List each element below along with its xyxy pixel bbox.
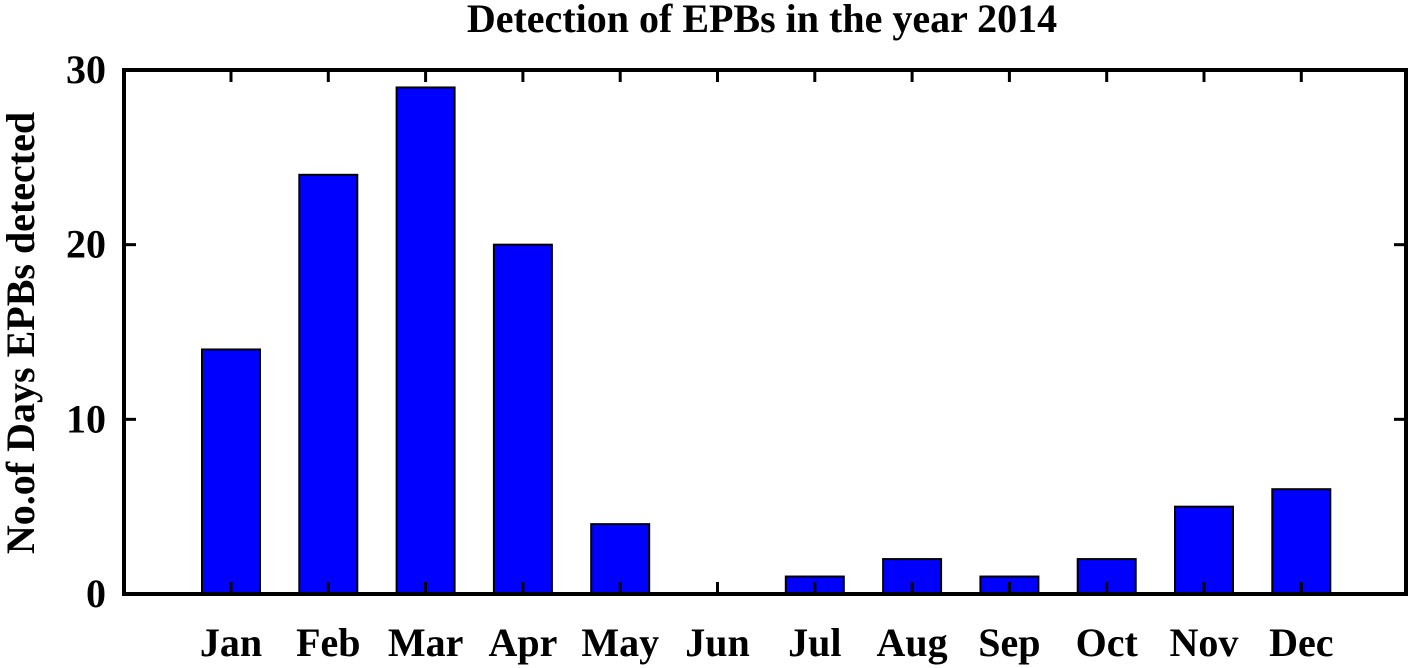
- bar-dec: [1271, 488, 1332, 596]
- x-tick-label-dec: Dec: [1269, 620, 1333, 665]
- y-tick-label-0: 0: [86, 571, 106, 616]
- plot-frame: [122, 68, 1408, 596]
- x-tick-label-oct: Oct: [1076, 620, 1139, 665]
- bar-nov: [1174, 505, 1234, 595]
- x-tick-label-sep: Sep: [978, 620, 1040, 665]
- y-tick-label-10: 10: [66, 396, 106, 441]
- x-tick-label-may: May: [581, 620, 659, 665]
- x-tick-label-apr: Apr: [488, 620, 557, 665]
- bar-jan: [201, 348, 261, 596]
- x-tick-label-jan: Jan: [200, 620, 262, 665]
- y-tick-label-20: 20: [66, 222, 106, 267]
- bar-mar: [395, 86, 456, 595]
- x-tick-labels: Jan Feb Mar Apr May Jun Jul Aug Sep Oct Nov Dec: [200, 620, 1334, 665]
- y-tick-labels: 0 10 20 30: [66, 47, 106, 616]
- bar-feb: [298, 173, 359, 596]
- bar-apr: [492, 243, 553, 596]
- y-axis-label: No.of Days EPBs detected: [0, 112, 43, 554]
- x-tick-label-nov: Nov: [1170, 620, 1239, 665]
- x-tick-label-jul: Jul: [788, 620, 841, 665]
- x-tick-label-jun: Jun: [685, 620, 750, 665]
- chart-title: Detection of EPBs in the year 2014: [467, 0, 1057, 41]
- bars-group: [201, 86, 1332, 596]
- x-tick-label-mar: Mar: [388, 620, 464, 665]
- x-tick-label-aug: Aug: [877, 620, 948, 665]
- y-tick-label-30: 30: [66, 47, 106, 92]
- x-tick-label-feb: Feb: [296, 620, 360, 665]
